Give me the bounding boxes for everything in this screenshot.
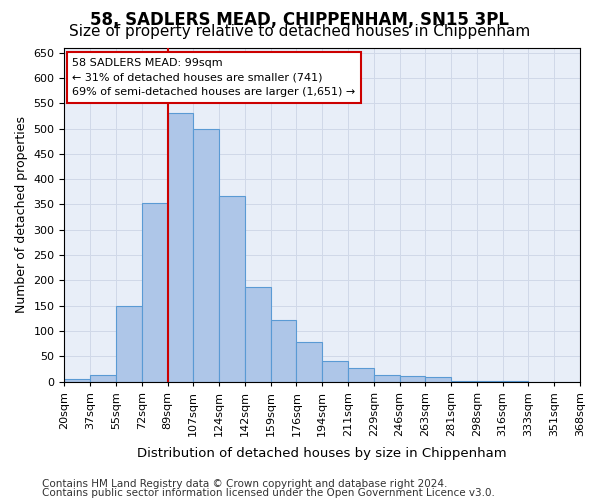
Bar <box>90 375 116 382</box>
Bar <box>64 379 90 382</box>
Bar <box>503 381 529 382</box>
Text: 58 SADLERS MEAD: 99sqm
← 31% of detached houses are smaller (741)
69% of semi-de: 58 SADLERS MEAD: 99sqm ← 31% of detached… <box>72 58 355 97</box>
Text: 58, SADLERS MEAD, CHIPPENHAM, SN15 3PL: 58, SADLERS MEAD, CHIPPENHAM, SN15 3PL <box>91 12 509 30</box>
Bar <box>296 342 322 382</box>
Bar <box>322 362 348 382</box>
Bar <box>374 375 400 382</box>
Bar <box>425 377 451 382</box>
X-axis label: Distribution of detached houses by size in Chippenham: Distribution of detached houses by size … <box>137 447 507 460</box>
Bar <box>477 381 503 382</box>
Bar <box>219 196 245 382</box>
Text: Contains public sector information licensed under the Open Government Licence v3: Contains public sector information licen… <box>42 488 495 498</box>
Bar <box>245 287 271 382</box>
Text: Contains HM Land Registry data © Crown copyright and database right 2024.: Contains HM Land Registry data © Crown c… <box>42 479 448 489</box>
Bar <box>167 114 193 382</box>
Bar <box>142 203 167 382</box>
Bar <box>348 368 374 382</box>
Bar <box>271 320 296 382</box>
Bar <box>451 380 477 382</box>
Y-axis label: Number of detached properties: Number of detached properties <box>15 116 28 313</box>
Text: Size of property relative to detached houses in Chippenham: Size of property relative to detached ho… <box>70 24 530 39</box>
Bar <box>400 376 425 382</box>
Bar <box>193 128 219 382</box>
Bar <box>116 306 142 382</box>
